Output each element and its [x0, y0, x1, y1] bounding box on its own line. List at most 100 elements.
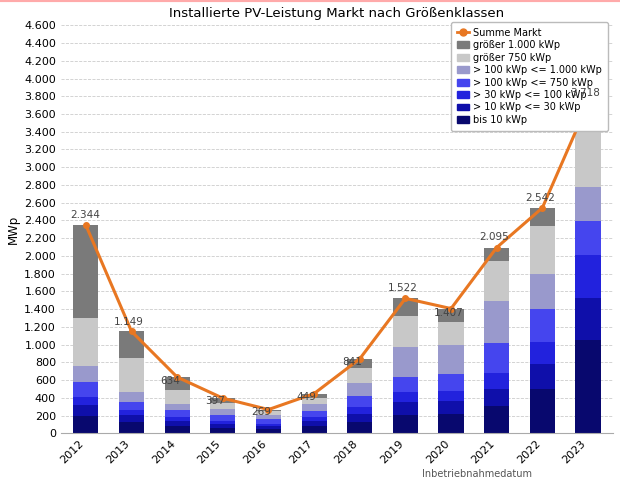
Bar — [165, 417, 190, 421]
Bar — [119, 415, 144, 422]
Bar — [301, 398, 327, 404]
Bar — [575, 187, 601, 221]
Bar — [73, 318, 99, 366]
Bar — [393, 316, 418, 347]
Bar — [347, 359, 373, 368]
Bar — [256, 411, 281, 415]
Bar — [393, 347, 418, 376]
Bar — [119, 422, 144, 433]
Bar — [210, 421, 236, 424]
Bar — [575, 298, 601, 340]
Bar — [347, 383, 373, 396]
Bar — [301, 426, 327, 433]
Bar — [529, 343, 555, 364]
Text: 634: 634 — [160, 376, 180, 386]
Bar — [529, 389, 555, 433]
Bar — [301, 394, 327, 398]
Bar — [119, 402, 144, 410]
Text: 2.344: 2.344 — [70, 210, 100, 220]
Bar — [438, 308, 464, 322]
Bar — [301, 421, 327, 426]
Bar — [210, 402, 236, 409]
Text: 841: 841 — [342, 358, 362, 367]
Bar — [529, 226, 555, 274]
Bar — [256, 415, 281, 419]
Bar — [256, 429, 281, 433]
Bar — [119, 358, 144, 392]
Bar — [575, 340, 601, 433]
Bar — [119, 410, 144, 415]
Bar — [165, 421, 190, 426]
Bar — [438, 402, 464, 415]
Bar — [301, 411, 327, 417]
Bar — [119, 392, 144, 402]
Bar — [529, 364, 555, 389]
Bar — [210, 424, 236, 428]
Bar — [484, 388, 509, 406]
Bar — [484, 373, 509, 388]
Bar — [393, 376, 418, 392]
Bar — [529, 274, 555, 309]
Text: 397: 397 — [205, 396, 226, 405]
Text: 269: 269 — [251, 407, 271, 417]
Bar — [438, 375, 464, 391]
Bar — [438, 322, 464, 345]
Bar — [256, 427, 281, 429]
Text: 2.095: 2.095 — [479, 232, 509, 242]
Bar — [393, 392, 418, 402]
Bar — [165, 404, 190, 410]
Bar — [438, 415, 464, 433]
Bar — [575, 104, 601, 121]
Bar — [73, 382, 99, 397]
Bar — [119, 332, 144, 358]
Bar — [575, 221, 601, 255]
Text: 3.718: 3.718 — [570, 88, 601, 98]
Bar — [484, 248, 509, 261]
Bar — [484, 406, 509, 433]
Bar — [438, 391, 464, 402]
Bar — [73, 226, 99, 318]
Bar — [438, 345, 464, 375]
Bar — [73, 366, 99, 382]
Bar — [484, 261, 509, 301]
Y-axis label: MWp: MWp — [7, 214, 20, 244]
Bar — [393, 298, 418, 316]
Bar — [393, 415, 418, 433]
Text: 1.149: 1.149 — [114, 317, 144, 327]
Bar — [575, 121, 601, 187]
Bar — [301, 417, 327, 421]
Bar — [256, 419, 281, 424]
Bar — [210, 415, 236, 421]
Text: 2.542: 2.542 — [525, 193, 555, 203]
Bar — [484, 343, 509, 373]
Bar — [301, 404, 327, 411]
Bar — [256, 424, 281, 427]
Bar — [529, 309, 555, 343]
Bar — [73, 415, 99, 433]
Legend: Summe Markt, größer 1.000 kWp, größer 750 kWp, > 100 kWp <= 1.000 kWp, > 100 kWp: Summe Markt, größer 1.000 kWp, größer 75… — [451, 22, 608, 131]
Text: 449: 449 — [297, 392, 317, 402]
Bar — [165, 390, 190, 404]
Text: 1.407: 1.407 — [434, 308, 464, 318]
Bar — [529, 208, 555, 226]
Bar — [347, 422, 373, 433]
Bar — [484, 301, 509, 343]
Bar — [73, 405, 99, 415]
Bar — [347, 415, 373, 422]
Bar — [165, 410, 190, 417]
Bar — [165, 426, 190, 433]
Bar — [575, 255, 601, 298]
Bar — [347, 407, 373, 415]
Title: Installierte PV-Leistung Markt nach Größenklassen: Installierte PV-Leistung Markt nach Größ… — [169, 7, 505, 20]
Text: 1.522: 1.522 — [388, 283, 418, 293]
Bar — [210, 428, 236, 433]
Bar — [347, 396, 373, 407]
Bar — [393, 402, 418, 415]
Bar — [256, 410, 281, 411]
Bar — [73, 397, 99, 405]
Bar — [210, 398, 236, 402]
Text: Inbetriebnahmedatum: Inbetriebnahmedatum — [422, 469, 531, 479]
Bar — [210, 409, 236, 415]
Bar — [347, 368, 373, 383]
Bar — [165, 377, 190, 390]
